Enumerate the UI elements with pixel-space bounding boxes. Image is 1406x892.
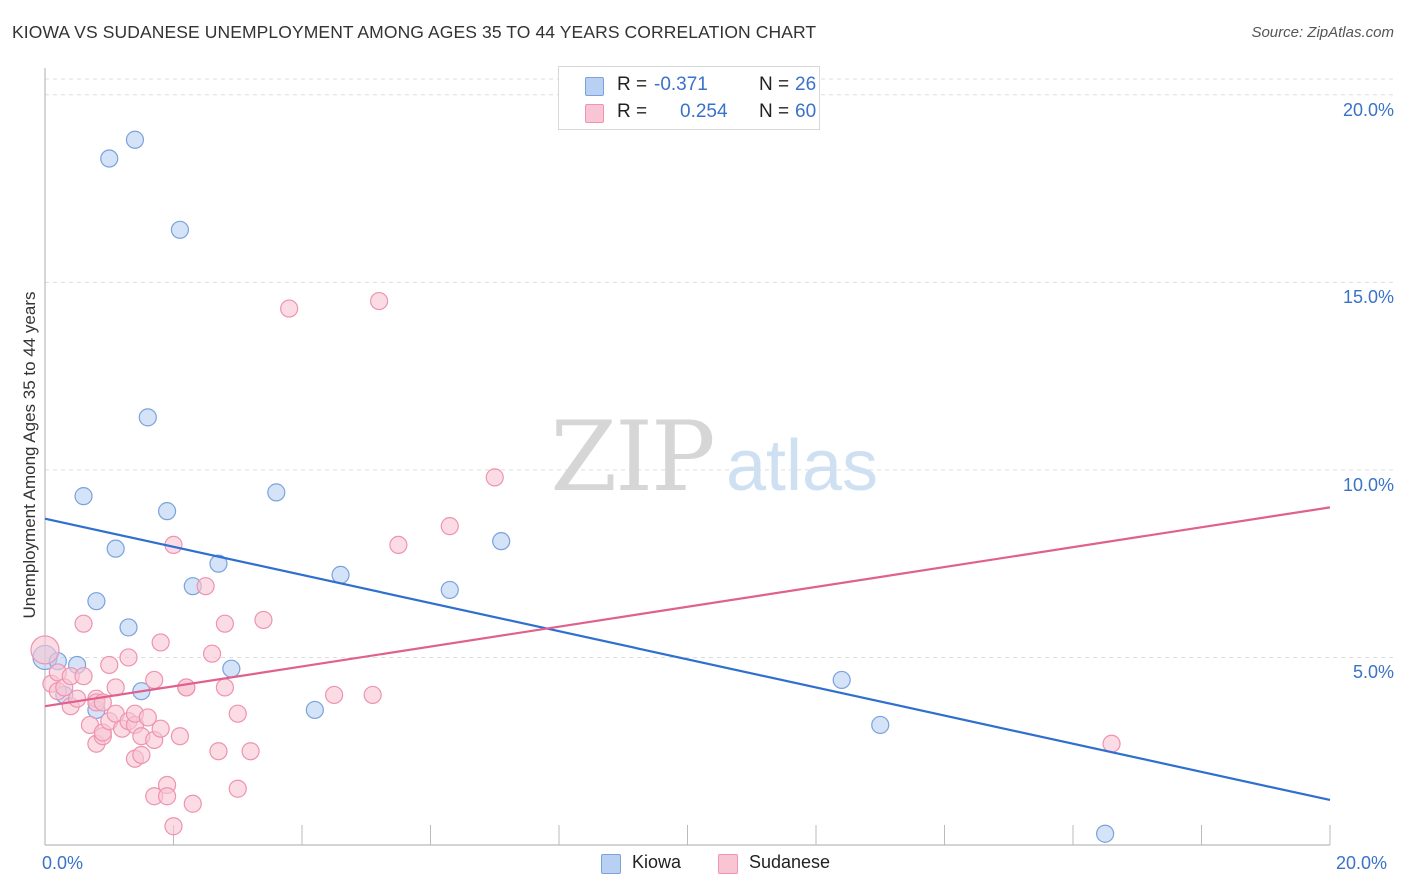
sudanese-point-48 bbox=[241, 742, 260, 761]
kiowa-point-14 bbox=[170, 220, 190, 239]
x-tick-label-left: 0.0% bbox=[42, 853, 84, 873]
grid-layer bbox=[45, 78, 1395, 658]
sudanese-point-9 bbox=[74, 667, 93, 686]
sudanese-point-58 bbox=[177, 678, 196, 697]
sudanese-point-36 bbox=[164, 817, 183, 836]
kiowa-point-22 bbox=[492, 532, 511, 551]
sudanese-n-label: N = bbox=[759, 101, 790, 122]
kiowa-point-12 bbox=[138, 408, 157, 427]
watermark-zip: ZIP bbox=[550, 401, 713, 513]
y-tick-label-3: 20.0% bbox=[1342, 99, 1394, 120]
stats-legend: R = -0.371 N = 26 R = 0.254 N = 60 bbox=[558, 66, 820, 130]
sudanese-point-40 bbox=[183, 794, 202, 813]
sudanese-point-50 bbox=[280, 299, 299, 318]
kiowa-point-23 bbox=[832, 670, 851, 690]
axis-layer bbox=[44, 68, 1331, 846]
sudanese-point-31 bbox=[145, 670, 164, 690]
sudanese-point-8 bbox=[74, 614, 93, 633]
sudanese-r-value: 0.254 bbox=[680, 101, 728, 122]
sudanese-point-57 bbox=[1102, 734, 1121, 753]
sudanese-point-26 bbox=[132, 745, 151, 765]
kiowa-point-16 bbox=[209, 554, 228, 573]
sudanese-legend-label: Sudanese bbox=[749, 852, 831, 872]
sudanese-point-41 bbox=[196, 577, 215, 596]
sudanese-point-53 bbox=[370, 291, 389, 311]
kiowa-point-13 bbox=[157, 502, 177, 521]
kiowa-point-9 bbox=[119, 618, 138, 637]
sudanese-point-21 bbox=[119, 648, 138, 667]
sudanese-point-56 bbox=[485, 468, 504, 487]
sudanese-point-38 bbox=[170, 727, 190, 746]
sudanese-point-55 bbox=[440, 517, 459, 536]
sudanese-point-28 bbox=[138, 708, 157, 727]
sudanese-point-52 bbox=[363, 685, 382, 705]
source-credit: Source: ZipAtlas.com bbox=[1251, 24, 1394, 41]
kiowa-point-18 bbox=[267, 483, 286, 502]
sudanese-point-33 bbox=[151, 633, 170, 652]
kiowa-trend-line bbox=[44, 517, 1331, 802]
watermark-atlas: atlas bbox=[726, 426, 878, 506]
chart-title: KIOWA VS SUDANESE UNEMPLOYMENT AMONG AGE… bbox=[12, 22, 817, 42]
x-tick-label-right: 20.0% bbox=[1336, 853, 1388, 873]
kiowa-point-21 bbox=[440, 580, 459, 600]
kiowa-n-value: 26 bbox=[795, 74, 817, 95]
trend-layer bbox=[44, 506, 1331, 802]
kiowa-point-6 bbox=[87, 592, 106, 611]
sudanese-point-7 bbox=[68, 689, 87, 708]
y-tick-label-0: 5.0% bbox=[1352, 662, 1394, 683]
kiowa-point-8 bbox=[100, 149, 119, 168]
watermark-layer: ZIP atlas bbox=[550, 401, 878, 513]
kiowa-point-20 bbox=[331, 565, 350, 585]
kiowa-point-7 bbox=[106, 539, 125, 558]
sudanese-point-44 bbox=[215, 678, 234, 697]
y-tick-label-2: 15.0% bbox=[1342, 287, 1394, 308]
kiowa-point-24 bbox=[871, 715, 890, 735]
sudanese-point-0 bbox=[30, 635, 60, 665]
kiowa-point-10 bbox=[125, 130, 145, 149]
sudanese-point-51 bbox=[325, 685, 344, 705]
sudanese-r-label: R = bbox=[617, 101, 648, 122]
kiowa-swatch bbox=[585, 77, 604, 96]
points-layer bbox=[30, 130, 1121, 843]
sudanese-point-49 bbox=[254, 610, 273, 630]
sudanese-point-42 bbox=[202, 644, 222, 663]
kiowa-point-25 bbox=[1096, 824, 1115, 843]
kiowa-r-label: R = bbox=[617, 74, 648, 95]
kiowa-point-19 bbox=[305, 700, 324, 720]
kiowa-point-17 bbox=[222, 659, 241, 678]
sudanese-point-17 bbox=[100, 655, 119, 675]
sudanese-point-35 bbox=[157, 787, 177, 806]
sudanese-point-54 bbox=[389, 535, 408, 555]
sudanese-legend-swatch bbox=[718, 854, 738, 874]
sudanese-point-47 bbox=[228, 779, 247, 798]
kiowa-n-label: N = bbox=[759, 74, 790, 95]
kiowa-point-4 bbox=[74, 487, 93, 506]
kiowa-legend-swatch bbox=[601, 854, 621, 874]
sudanese-swatch bbox=[585, 104, 604, 123]
y-tick-label-1: 10.0% bbox=[1342, 474, 1394, 495]
sudanese-point-43 bbox=[209, 742, 228, 761]
sudanese-point-32 bbox=[151, 719, 170, 738]
sudanese-trend-line bbox=[44, 506, 1331, 708]
sudanese-point-45 bbox=[215, 614, 234, 633]
sudanese-point-46 bbox=[228, 704, 247, 723]
kiowa-legend-label: Kiowa bbox=[632, 852, 682, 872]
sudanese-n-value: 60 bbox=[795, 101, 817, 122]
kiowa-r-value: -0.371 bbox=[654, 74, 708, 95]
